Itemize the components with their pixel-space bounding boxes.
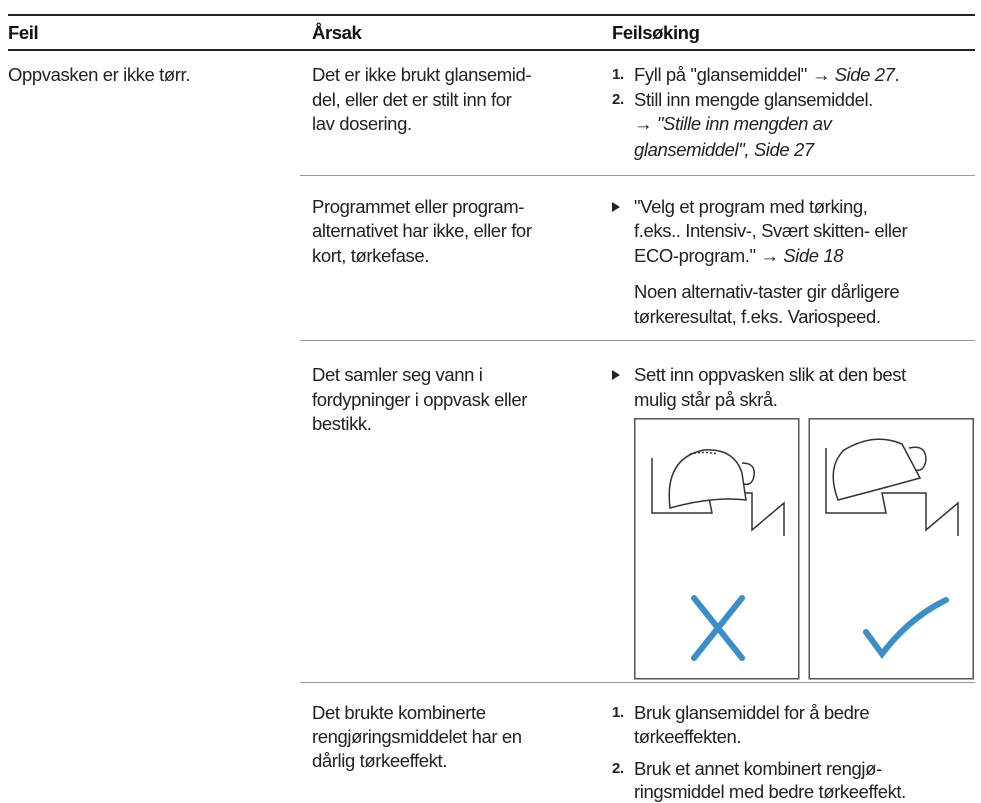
remedy-line: ECO-program." → Side 18 <box>634 245 844 267</box>
top-rule <box>8 14 975 16</box>
problem: Oppvasken er ikke tørr. <box>8 64 191 85</box>
cause-line: Programmet eller program- <box>312 196 525 217</box>
remedy-line: "Velg et program med tørking, <box>634 196 868 218</box>
remedy-line: glansemiddel", Side 27 <box>634 139 814 161</box>
text-run: . <box>894 64 900 85</box>
column-header: Årsak <box>312 22 362 43</box>
text-run: Bruk glansemiddel for å bedre <box>634 702 870 723</box>
text-run: Side 18 <box>783 245 844 266</box>
remedy-line: Noen alternativ-taster gir dårligere <box>634 281 900 303</box>
text-run: tørkeresultat, f.eks. Variospeed. <box>634 306 881 327</box>
step-number: 2. <box>612 91 624 108</box>
text-run: "Stille inn mengden av <box>656 113 832 134</box>
text-run: glansemiddel", Side 27 <box>634 139 814 160</box>
bullet <box>612 202 620 212</box>
text-run: Bruk et annet kombinert rengjø- <box>634 758 882 779</box>
text-run: → <box>634 113 657 134</box>
text-run: Still inn mengde glansemiddel. <box>634 89 873 110</box>
remedy-line: Fyll på "glansemiddel" → Side 27. <box>634 64 900 86</box>
text-run: ECO-program." → <box>634 245 784 266</box>
step-number: 1. <box>612 66 624 83</box>
remedy-line: Sett inn oppvasken slik at den best <box>634 364 906 386</box>
remedy-line: tørkeresultat, f.eks. Variospeed. <box>634 306 881 328</box>
remedy-line: f.eks.. Intensiv-, Svært skitten- eller <box>634 220 908 242</box>
row-rule <box>300 340 975 341</box>
text-run: ringsmiddel med bedre tørkeeffekt. <box>634 781 906 802</box>
text-run: Noen alternativ-taster gir dårligere <box>634 281 900 302</box>
cause-line: fordypninger i oppvask eller <box>312 389 528 410</box>
row-rule <box>300 682 975 683</box>
row-rule <box>300 175 975 176</box>
text-run: tørkeeffekten. <box>634 726 742 747</box>
cause-line: kort, tørkefase. <box>312 245 429 266</box>
cause-line: bestikk. <box>312 413 372 434</box>
cause-line: alternativet har ikke, eller for <box>312 220 532 241</box>
step-number: 1. <box>612 704 624 721</box>
cause-line: Det brukte kombinerte <box>312 702 486 723</box>
cause-line: lav dosering. <box>312 113 412 134</box>
remedy-line: Bruk et annet kombinert rengjø- <box>634 758 882 780</box>
remedy-line: → "Stille inn mengden av <box>634 113 832 135</box>
cause-line: dårlig tørkeeffekt. <box>312 750 447 771</box>
step-number: 2. <box>612 760 624 777</box>
text-run: f.eks.. Intensiv-, Svært skitten- eller <box>634 220 908 241</box>
bullet <box>612 370 620 380</box>
column-header: Feilsøking <box>612 22 700 43</box>
remedy-line: ringsmiddel med bedre tørkeeffekt. <box>634 781 906 803</box>
cause-line: Det samler seg vann i <box>312 364 483 385</box>
cause-line: rengjøringsmiddelet har en <box>312 726 522 747</box>
cause-line: del, eller det er stilt inn for <box>312 89 512 110</box>
text-run: Side 27 <box>834 64 895 85</box>
text-run: mulig står på skrå. <box>634 389 778 410</box>
column-header: Feil <box>8 22 39 43</box>
remedy-line: Still inn mengde glansemiddel. <box>634 89 873 111</box>
remedy-line: Bruk glansemiddel for å bedre <box>634 702 870 724</box>
header-rule <box>8 49 975 51</box>
illustration <box>634 418 974 680</box>
text-run: Fyll på "glansemiddel" → <box>634 64 835 85</box>
cause-line: Det er ikke brukt glansemid- <box>312 64 532 85</box>
remedy-line: mulig står på skrå. <box>634 389 778 411</box>
remedy-line: tørkeeffekten. <box>634 726 742 748</box>
text-run: Sett inn oppvasken slik at den best <box>634 364 906 385</box>
text-run: "Velg et program med tørking, <box>634 196 868 217</box>
